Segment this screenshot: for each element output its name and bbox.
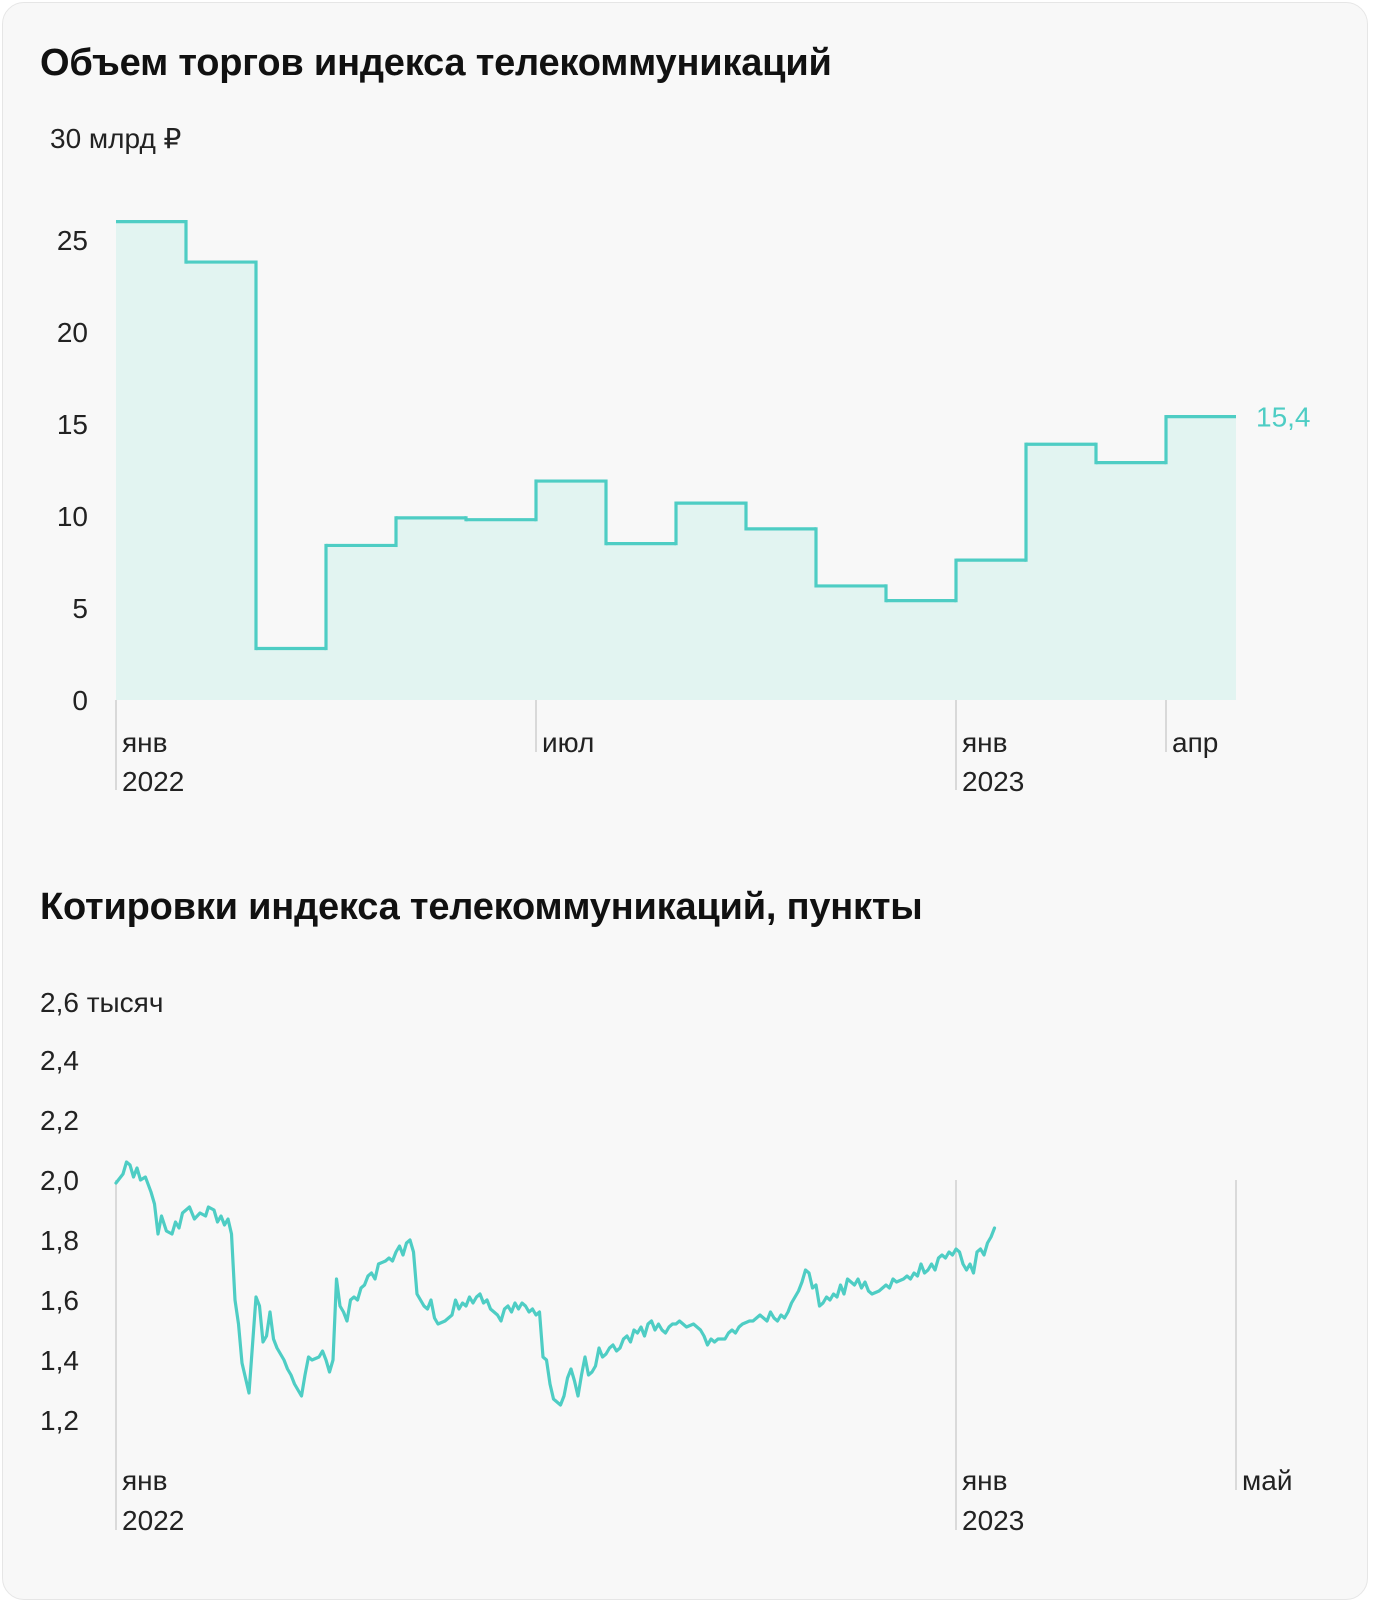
y-tick-label: 1,4: [40, 1345, 79, 1376]
x-tick-label: май: [1242, 1465, 1292, 1496]
y-tick-label: 1,8: [40, 1225, 79, 1256]
x-tick-label-year: 2022: [122, 1505, 184, 1536]
x-tick-label: апр: [1172, 727, 1218, 758]
x-tick-label: янв: [122, 1465, 168, 1496]
y-tick-label: 2,4: [40, 1045, 79, 1076]
x-tick-label: янв: [962, 727, 1008, 758]
volume-area: [116, 221, 1236, 700]
y-unit-label: 30 млрд ₽: [50, 123, 181, 154]
y-tick-label: 5: [72, 593, 88, 624]
y-tick-label: 1,2: [40, 1405, 79, 1436]
y-tick-label: 0: [72, 685, 88, 716]
y-tick-label: 1,6: [40, 1285, 79, 1316]
chart-title-quotes: Котировки индекса телекоммуникаций, пунк…: [40, 886, 923, 928]
y-unit-label: 2,6 тысяч: [40, 987, 163, 1018]
y-tick-label: 25: [57, 225, 88, 256]
x-tick-label-year: 2023: [962, 1505, 1024, 1536]
y-tick-label: 10: [57, 501, 88, 532]
y-tick-label: 15: [57, 409, 88, 440]
x-tick-label-year: 2023: [962, 766, 1024, 797]
y-tick-label: 20: [57, 317, 88, 348]
x-tick-label: янв: [122, 727, 168, 758]
end-value-label: 15,4: [1256, 402, 1311, 433]
quotes-line: [114, 1160, 997, 1407]
y-tick-label: 2,2: [40, 1105, 79, 1136]
x-tick-label: июл: [542, 727, 594, 758]
x-tick-label-year: 2022: [122, 766, 184, 797]
volume-chart: 30 млрд ₽ 25 20 15 10 5 0 янв 2022 июл янв 2023 апр 1…: [50, 123, 1311, 797]
quotes-chart: 2,6 тысяч 2,4 2,2 2,0 1,8 1,6 1,4 1,2 янв 2022 янв…: [40, 987, 1292, 1536]
y-tick-label: 2,0: [40, 1165, 79, 1196]
chart-title-volume: Объем торгов индекса телекоммуникаций: [40, 42, 832, 84]
x-tick-label: янв: [962, 1465, 1008, 1496]
